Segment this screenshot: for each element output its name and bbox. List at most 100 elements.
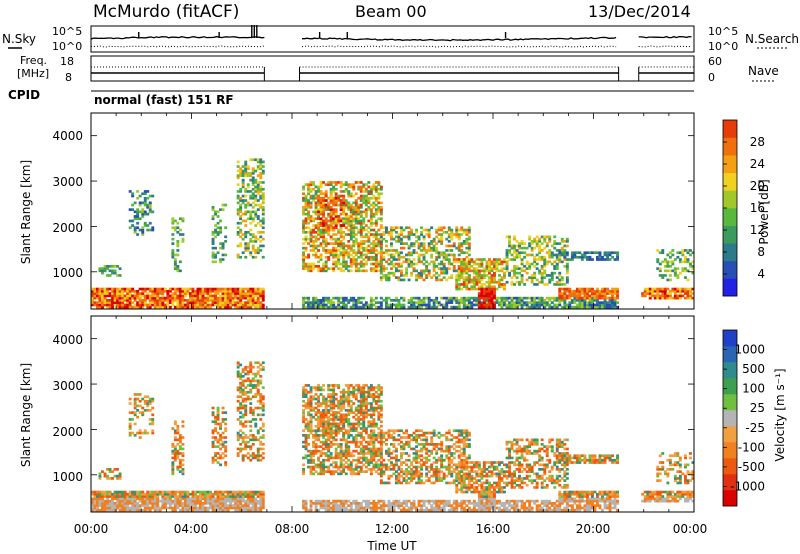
heatmap-cell: [334, 242, 338, 245]
heatmap-cell: [319, 388, 323, 392]
heatmap-cell: [565, 237, 569, 241]
heatmap-cell: [508, 237, 512, 241]
heatmap-cell: [666, 265, 670, 268]
heatmap-cell: [420, 242, 424, 245]
heatmap-cell: [236, 190, 240, 193]
heatmap-cell: [477, 303, 481, 307]
noise-panel: N.Sky 10^5 10^0 10^5 10^0 N.Search: [2, 25, 799, 53]
heatmap-cell: [344, 305, 348, 309]
heatmap-cell: [570, 301, 574, 304]
heatmap-cell: [173, 438, 177, 442]
heatmap-cell: [236, 292, 240, 295]
heatmap-cell: [575, 296, 579, 300]
heatmap-cell: [689, 262, 692, 266]
heatmap-cell: [307, 301, 311, 304]
heatmap-cell: [181, 301, 185, 304]
heatmap-cell: [344, 249, 348, 252]
heatmap-cell: [666, 287, 670, 291]
heatmap-cell: [317, 384, 321, 387]
heatmap-cell: [472, 276, 476, 279]
heatmap-cell: [417, 242, 421, 245]
heatmap-cell: [457, 246, 461, 250]
heatmap-cell: [133, 226, 137, 230]
heatmap-cell: [349, 226, 353, 230]
heatmap-cell: [116, 296, 120, 300]
heatmap-cell: [143, 409, 147, 412]
heatmap-cell: [128, 226, 132, 230]
heatmap-cell: [302, 265, 306, 268]
heatmap-cell: [256, 158, 260, 162]
heatmap-cell: [342, 231, 346, 234]
heatmap-cell: [495, 287, 499, 291]
heatmap-cell: [224, 463, 228, 467]
heatmap-cell: [367, 219, 371, 223]
heatmap-cell: [259, 244, 263, 248]
heatmap-cell: [128, 219, 132, 223]
heatmap-cell: [538, 249, 542, 252]
heatmap-cell: [239, 301, 243, 304]
heatmap-cell: [493, 271, 496, 275]
heatmap-cell: [377, 242, 381, 245]
heatmap-cell: [314, 190, 318, 193]
heatmap-cell: [256, 208, 260, 211]
heatmap-cell: [161, 299, 165, 302]
heatmap-cell: [304, 393, 308, 396]
heatmap-cell: [176, 495, 180, 498]
heatmap-cell: [377, 217, 381, 221]
heatmap-cell: [302, 445, 306, 448]
heatmap-cell: [141, 201, 145, 205]
heatmap-cell: [254, 492, 258, 496]
heatmap-cell: [485, 280, 489, 284]
heatmap-cell: [390, 305, 393, 309]
heatmap-cell: [563, 240, 567, 243]
heatmap-cell: [432, 305, 436, 309]
heatmap-cell: [329, 303, 333, 307]
heatmap-cell: [457, 253, 461, 257]
heatmap-cell: [304, 434, 308, 437]
heatmap-cell: [327, 242, 331, 245]
heatmap-cell: [450, 249, 454, 252]
heatmap-cell: [261, 424, 265, 428]
heatmap-cell: [211, 499, 215, 503]
heatmap-cell: [530, 280, 534, 284]
heatmap-cell: [445, 303, 449, 307]
heatmap-cell: [121, 299, 125, 302]
heatmap-cell: [334, 187, 338, 191]
heatmap-cell: [239, 289, 243, 293]
heatmap-cell: [312, 244, 316, 248]
heatmap-cell: [312, 253, 316, 257]
heatmap-cell: [332, 422, 336, 426]
heatmap-cell: [307, 449, 311, 453]
heatmap-cell: [475, 278, 479, 282]
heatmap-cell: [138, 497, 142, 501]
heatmap-cell: [445, 305, 449, 309]
heatmap-cell: [307, 427, 311, 430]
heatmap-cell: [302, 393, 306, 396]
heatmap-cell: [651, 289, 655, 293]
heatmap-cell: [148, 305, 152, 309]
heatmap-cell: [261, 506, 265, 510]
heatmap-cell: [229, 492, 233, 496]
heatmap-cell: [322, 458, 326, 462]
heatmap-cell: [191, 305, 195, 309]
heatmap-cell: [234, 506, 238, 510]
heatmap-cell: [608, 289, 612, 293]
heatmap-cell: [397, 262, 401, 266]
heatmap-cell: [249, 492, 253, 496]
heatmap-cell: [661, 276, 665, 279]
heatmap-cell: [445, 299, 449, 302]
heatmap-cell: [435, 249, 439, 252]
heatmap-cell: [113, 468, 117, 471]
heatmap-cell: [329, 305, 333, 309]
heatmap-cell: [156, 495, 160, 498]
heatmap-cell: [261, 244, 265, 248]
heatmap-cell: [374, 187, 378, 191]
heatmap-cell: [379, 262, 383, 266]
heatmap-cell: [314, 226, 318, 230]
heatmap-cell: [457, 235, 461, 239]
heatmap-cell: [196, 497, 200, 501]
heatmap-cell: [216, 508, 220, 512]
heatmap-cell: [309, 395, 313, 399]
heatmap-cell: [251, 210, 255, 214]
heatmap-cell: [176, 294, 180, 298]
